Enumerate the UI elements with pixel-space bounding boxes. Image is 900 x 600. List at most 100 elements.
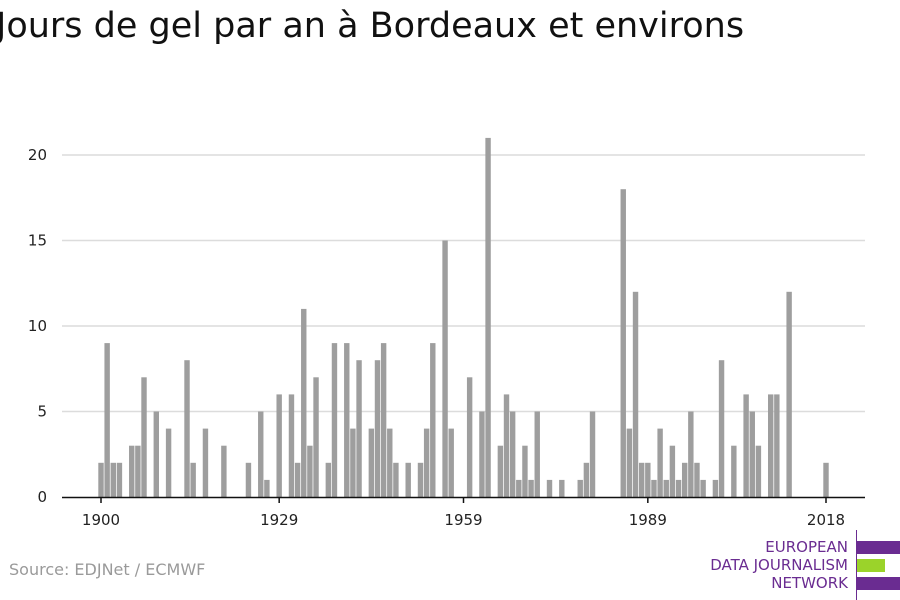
bar-1909 — [153, 411, 159, 497]
bar-1905 — [129, 445, 135, 497]
bar-1946 — [380, 343, 387, 497]
bar-1948 — [393, 462, 399, 497]
bar-1963 — [485, 137, 491, 497]
bar-1944 — [368, 428, 375, 497]
y-tick-labels: 0 5 10 15 20 — [28, 146, 47, 506]
bar-1968 — [516, 479, 522, 497]
logo-text-line2: DATA JOURNALISM — [710, 556, 848, 574]
bar-1911 — [165, 428, 172, 497]
bar-1935 — [313, 377, 319, 497]
bar-1937 — [325, 462, 332, 497]
x-tick-labels: 1900 1929 1959 1989 2018 — [82, 511, 845, 529]
bar-2010 — [774, 394, 780, 497]
bar-1986 — [626, 428, 633, 497]
bar-1901 — [104, 343, 110, 497]
y-tick-label: 20 — [28, 146, 47, 164]
logo-bar-bottom — [857, 577, 900, 590]
bar-1967 — [509, 411, 516, 497]
bar-1969 — [522, 445, 528, 497]
bar-1998 — [700, 479, 706, 497]
bar-1933 — [301, 308, 307, 497]
bar-1924 — [245, 462, 252, 497]
bar-1965 — [497, 445, 504, 497]
bar-1915 — [190, 462, 196, 497]
x-tick-label: 2018 — [807, 511, 845, 529]
bar-1978 — [577, 479, 583, 497]
bar-1945 — [374, 360, 381, 497]
bar-1956 — [442, 240, 448, 497]
bar-chart: 0 5 10 15 20 1900 1929 1959 1989 2018 — [28, 137, 865, 529]
logo-bar-top — [857, 541, 900, 554]
bar-1953 — [423, 428, 430, 497]
bar-2005 — [743, 394, 749, 497]
bar-1926 — [258, 411, 264, 497]
bar-1988 — [638, 462, 645, 497]
x-tick-label: 1989 — [629, 511, 667, 529]
bar-2012 — [786, 291, 792, 497]
bars — [98, 137, 829, 497]
y-tick-label: 10 — [28, 317, 47, 335]
bar-1960 — [466, 377, 473, 497]
bar-1987 — [632, 291, 639, 497]
bar-1990 — [651, 479, 657, 497]
bar-1971 — [534, 411, 540, 497]
x-tick-label: 1959 — [444, 511, 482, 529]
bar-1932 — [294, 462, 301, 497]
bar-1914 — [184, 360, 190, 497]
bar-1989 — [645, 462, 651, 497]
bar-1900 — [98, 462, 104, 497]
bar-1938 — [331, 343, 338, 497]
bar-1975 — [559, 479, 565, 497]
bar-1931 — [288, 394, 295, 497]
bar-1954 — [430, 343, 436, 497]
x-tick-label: 1929 — [260, 511, 298, 529]
edjnet-logo: EUROPEAN DATA JOURNALISM NETWORK — [700, 530, 900, 600]
chart-title: Jours de gel par an à Bordeaux et enviro… — [0, 6, 745, 46]
bar-1997 — [694, 462, 700, 497]
bar-1920 — [221, 445, 227, 497]
bar-2006 — [749, 411, 755, 497]
y-tick-label: 0 — [37, 488, 47, 506]
bar-1917 — [202, 428, 209, 497]
bar-1993 — [669, 445, 676, 497]
bar-1929 — [276, 394, 282, 497]
bar-1927 — [264, 479, 270, 497]
gridlines — [62, 154, 865, 413]
bar-1941 — [350, 428, 356, 497]
bar-1979 — [583, 462, 590, 497]
source-note: Source: EDJNet / ECMWF — [9, 560, 206, 579]
bar-2000 — [712, 479, 719, 497]
bar-2007 — [755, 445, 762, 497]
bar-1952 — [417, 462, 424, 497]
bar-1950 — [405, 462, 411, 497]
bar-1966 — [503, 394, 510, 497]
bar-1906 — [135, 445, 141, 497]
bar-1991 — [657, 428, 663, 497]
bar-1957 — [448, 428, 454, 497]
bar-1973 — [546, 479, 553, 497]
bar-2018 — [823, 462, 829, 497]
x-tick-label: 1900 — [82, 511, 120, 529]
bar-1907 — [141, 377, 147, 497]
logo-text-line1: EUROPEAN — [765, 538, 848, 556]
bar-1995 — [681, 462, 688, 497]
y-tick-label: 5 — [37, 403, 47, 421]
bar-1980 — [589, 411, 596, 497]
logo-text-line3: NETWORK — [771, 574, 848, 592]
bar-1994 — [675, 479, 682, 497]
x-axis — [62, 496, 865, 503]
bar-2009 — [768, 394, 774, 497]
y-tick-label: 15 — [28, 232, 47, 250]
bar-2003 — [731, 445, 737, 497]
bar-1934 — [307, 445, 313, 497]
bar-1902 — [110, 462, 116, 497]
bar-1947 — [387, 428, 393, 497]
logo-bar-middle — [857, 559, 885, 572]
bar-1962 — [479, 411, 485, 497]
bar-1942 — [356, 360, 362, 497]
bar-1970 — [528, 479, 534, 497]
bar-1903 — [116, 462, 123, 497]
bar-1996 — [688, 411, 694, 497]
bar-1985 — [620, 189, 626, 497]
logo-divider — [856, 530, 857, 600]
